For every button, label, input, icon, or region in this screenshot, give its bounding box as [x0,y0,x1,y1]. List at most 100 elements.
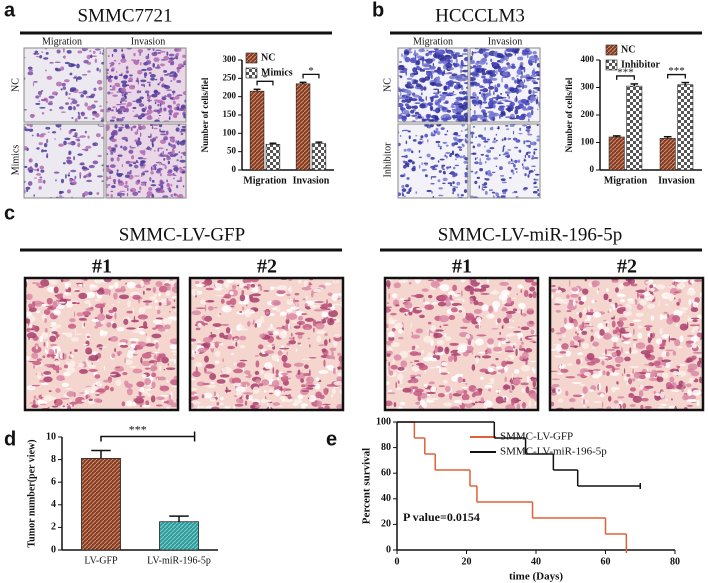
cell [153,57,160,63]
cell [512,191,514,194]
cell [504,91,509,93]
cell [444,154,447,157]
cell [501,325,504,330]
cell [324,339,328,346]
cell [106,110,110,113]
cell [99,51,102,54]
cell [605,364,614,369]
cell [57,367,62,371]
micrograph [398,124,468,198]
cell [694,279,703,282]
cell [479,376,484,380]
cell [159,81,161,84]
cell [671,315,681,323]
cell [56,49,61,54]
cell [108,184,111,186]
cell [415,401,421,405]
group-title: SMMC-LV-miR-196-5p [438,224,622,245]
cell [85,394,88,400]
cell [663,362,667,367]
cell [101,52,104,55]
cell [470,153,475,155]
cell [149,73,156,78]
cell [502,146,505,151]
cell [313,327,315,333]
cell [530,334,538,337]
cell [408,188,412,193]
cell [512,308,518,312]
cell [433,164,439,168]
cell [511,297,517,299]
cell [499,166,503,171]
cell [699,376,703,384]
cell [300,384,306,388]
cell [122,342,126,346]
cell [445,336,452,342]
cell [232,336,235,341]
cell [493,118,495,122]
cell [305,327,310,331]
cell [530,329,535,335]
cell [254,370,260,376]
cell [439,284,450,292]
cell [166,328,169,332]
cell [35,56,41,58]
image-border [105,123,187,199]
cell [254,355,259,357]
cell [129,170,132,172]
cell [388,370,394,376]
cell [472,288,482,292]
cell [43,376,53,383]
cell [31,134,34,137]
cell [436,365,441,369]
cell [655,370,665,373]
cell [219,374,230,378]
cell [214,287,223,291]
cell [516,293,519,296]
cell [484,161,487,164]
cell [241,290,245,295]
cell [174,153,179,156]
y-tick-label: 4 [51,499,56,510]
cell [505,404,516,410]
cell [159,394,169,397]
cell [669,376,675,383]
cell [423,169,427,171]
cell [441,117,449,121]
cell [133,115,139,118]
cell [109,119,115,122]
cell [667,285,676,288]
cell [275,369,279,375]
cell [286,370,293,373]
cell [224,293,232,299]
cell [124,174,130,178]
cell [77,142,81,148]
cell [78,317,87,321]
cell [157,147,164,150]
cell [415,307,426,311]
cell [181,107,183,110]
cell [531,109,534,116]
cell [171,90,176,94]
cell [117,301,120,304]
x-tick-label: Migration [604,175,648,186]
cell [329,347,337,352]
cell [509,87,515,92]
image-label: #2 [617,256,637,278]
cell [531,61,535,63]
cell [133,52,136,57]
cell [455,76,458,81]
cell [158,292,161,297]
cell [150,395,156,403]
cell [107,91,111,95]
cell [80,94,84,98]
cell [165,149,168,151]
cell [148,107,152,109]
bar [626,85,643,171]
cell [155,317,164,320]
cell [148,296,157,300]
cell [674,339,681,347]
cell [397,386,401,390]
cell [182,90,186,96]
cell [168,116,171,121]
